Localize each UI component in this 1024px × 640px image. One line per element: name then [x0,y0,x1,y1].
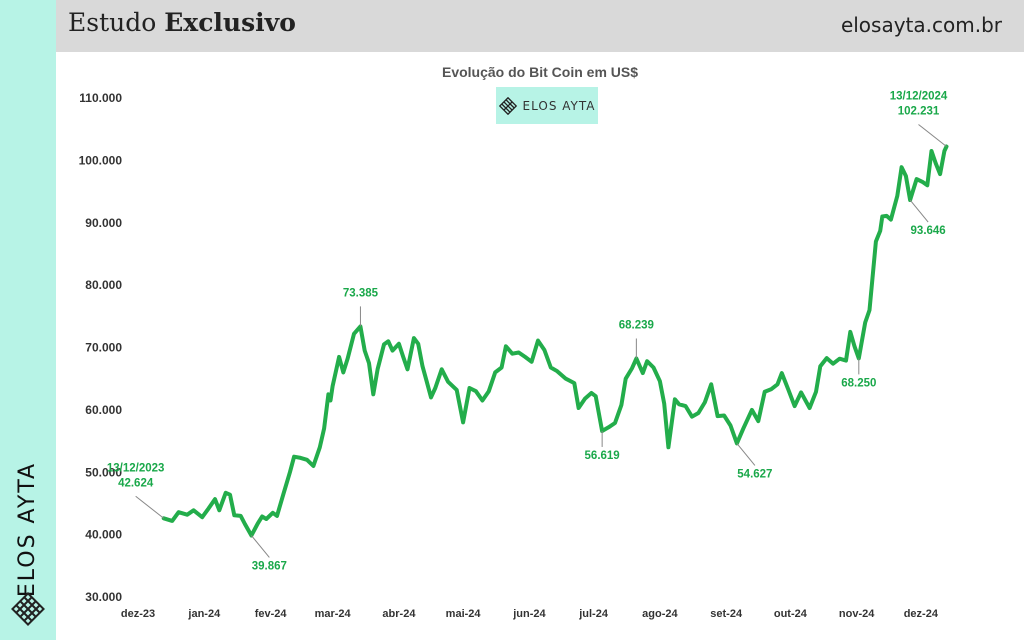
series-line [161,144,949,538]
site-url: elosayta.com.br [840,13,1002,37]
annotation-leader [909,199,929,223]
brand-badge: ELOS AYTA [496,87,598,124]
x-tick-label: set-24 [710,608,743,620]
x-tick-label: out-24 [774,608,808,620]
page-header: Estudo Exclusivo elosayta.com.br [56,0,1024,52]
y-tick-label: 80.000 [85,278,122,292]
x-tick-label: jan-24 [187,608,221,620]
x-tick-label: abr-24 [382,608,416,620]
y-tick-label: 40.000 [85,528,122,542]
y-tick-label: 100.000 [79,153,123,167]
annotation-leader [135,495,164,519]
data-label: 93.646 [911,225,946,237]
annotation-leader [250,535,270,558]
y-tick-label: 90.000 [85,216,122,230]
data-label: 42.624 [118,477,154,489]
data-label: 13/12/2024 [890,90,948,102]
lattice-logo-icon [11,592,45,626]
badge-text: ELOS AYTA [522,98,596,113]
x-tick-label: jul-24 [578,608,609,620]
lattice-logo-icon [498,96,517,115]
y-tick-label: 60.000 [85,403,122,417]
annotation-leader [918,124,947,147]
y-tick-label: 70.000 [85,341,122,355]
data-label: 68.250 [841,377,876,389]
data-label: 102.231 [898,105,940,117]
y-tick-label: 30.000 [85,590,122,604]
title-regular: Estudo [68,8,157,37]
data-label: 13/12/2023 [107,462,165,474]
data-label: 68.239 [619,319,654,331]
x-tick-label: mar-24 [315,608,352,620]
y-tick-label: 50.000 [85,465,122,479]
x-tick-label: fev-24 [255,608,288,620]
data-label: 54.627 [737,468,772,480]
x-tick-label: nov-24 [839,608,875,620]
x-tick-label: ago-24 [642,608,678,620]
x-tick-label: dez-24 [904,608,939,620]
data-label: 73.385 [343,287,379,299]
title-bold: Exclusivo [164,8,296,37]
y-tick-label: 110.000 [79,91,122,105]
side-accent-band [0,0,56,640]
annotation-leader [736,443,756,466]
data-label: 39.867 [252,560,287,572]
data-label: 56.619 [585,450,620,462]
x-tick-label: dez-23 [121,608,155,620]
x-tick-label: mai-24 [446,608,482,620]
chart-title: Evolução do Bit Coin em US$ [441,64,639,80]
x-tick-label: jun-24 [512,608,546,620]
page-title: Estudo Exclusivo [68,8,296,37]
